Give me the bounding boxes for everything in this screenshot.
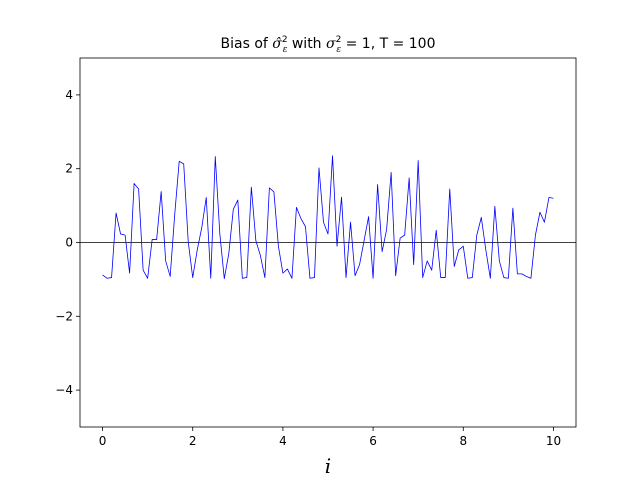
x-axis-label: i bbox=[325, 454, 331, 478]
title-sigma-hat: σ̂ bbox=[272, 36, 282, 52]
x-tick-label: 6 bbox=[369, 434, 377, 448]
y-tick-label: 4 bbox=[65, 88, 73, 102]
y-tick-label: 2 bbox=[65, 162, 73, 176]
x-axis-ticks: 0 2 4 6 8 10 bbox=[99, 427, 561, 448]
x-tick-label: 0 bbox=[99, 434, 107, 448]
series-line bbox=[102, 155, 554, 280]
title-prefix: Bias of bbox=[221, 36, 273, 52]
x-tick-label: 2 bbox=[189, 434, 197, 448]
title-rest: = 1, T = 100 bbox=[341, 36, 435, 52]
title-sigma: σ bbox=[326, 36, 336, 52]
y-axis-ticks: −4 −2 0 2 4 bbox=[55, 88, 80, 397]
chart-title: Bias of σ̂2 ε with σ2 ε = 1, T = 100 bbox=[221, 35, 436, 55]
x-tick-label: 8 bbox=[459, 434, 467, 448]
plot-frame bbox=[79, 57, 577, 428]
title-sub: ε bbox=[336, 45, 341, 55]
x-tick-label: 4 bbox=[279, 434, 287, 448]
title-hat-sup: 2 bbox=[282, 35, 288, 45]
y-tick-label: −4 bbox=[55, 383, 73, 397]
y-tick-label: −2 bbox=[55, 309, 73, 323]
title-sup: 2 bbox=[336, 35, 342, 45]
title-hat-sub: ε bbox=[283, 45, 288, 55]
x-tick-label: 10 bbox=[546, 434, 561, 448]
title-with: with bbox=[287, 36, 326, 52]
y-tick-label: 0 bbox=[65, 236, 73, 250]
